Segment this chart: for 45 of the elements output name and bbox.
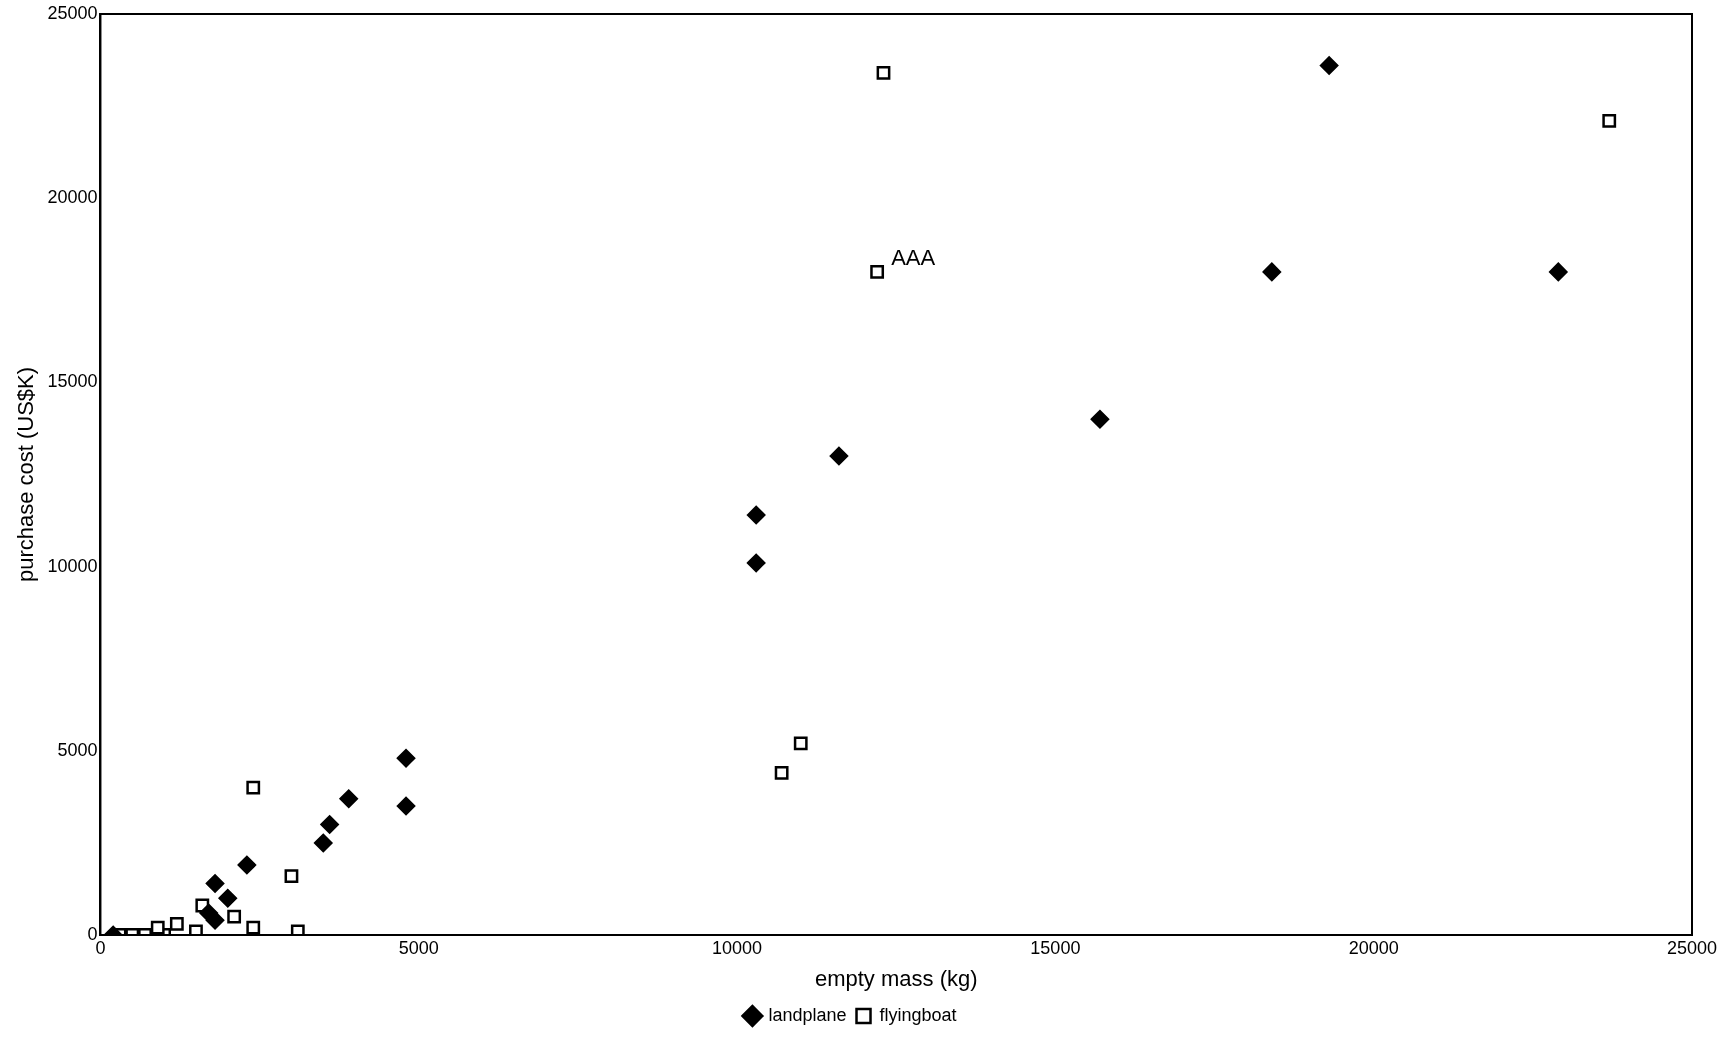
point	[1262, 262, 1282, 282]
point	[246, 920, 261, 935]
annotation: AAA	[891, 244, 936, 270]
x-axis-title: empty mass (kg)	[814, 965, 978, 991]
point	[1319, 56, 1339, 75]
point	[793, 736, 808, 751]
y-tick-label: 20000	[47, 187, 98, 208]
x-tick-label: 25000	[1666, 937, 1718, 958]
point	[205, 911, 225, 930]
point	[396, 748, 416, 768]
point	[1549, 262, 1568, 282]
point	[237, 855, 257, 875]
point	[189, 924, 203, 935]
x-tick-label: 15000	[1030, 937, 1081, 958]
y-axis-title: purchase cost (US$K)	[13, 366, 39, 583]
y-tick-label: 15000	[47, 371, 98, 392]
legend-label: landplane	[768, 1004, 847, 1025]
point	[218, 888, 238, 908]
point	[1090, 409, 1110, 429]
point	[829, 446, 849, 466]
point	[314, 833, 333, 853]
point	[339, 789, 358, 808]
x-tick-label: 10000	[712, 937, 763, 958]
point	[246, 780, 261, 795]
point	[227, 909, 242, 924]
point	[870, 264, 885, 279]
x-tick-label: 20000	[1348, 937, 1399, 958]
x-tick-label: 5000	[398, 937, 439, 958]
point	[169, 917, 184, 931]
point	[746, 505, 766, 525]
point	[1602, 113, 1617, 128]
point	[320, 815, 339, 834]
point	[396, 796, 416, 816]
point	[774, 766, 789, 780]
y-tick-label: 10000	[47, 555, 98, 576]
point	[746, 553, 766, 573]
y-tick-label: 5000	[57, 739, 98, 760]
point	[205, 874, 225, 893]
point	[284, 869, 299, 883]
point	[876, 66, 891, 80]
point	[290, 924, 305, 935]
y-tick-label: 25000	[47, 2, 98, 23]
point	[150, 920, 165, 935]
legend-label: flyingboat	[879, 1004, 957, 1025]
y-tick-label: 0	[87, 923, 98, 944]
